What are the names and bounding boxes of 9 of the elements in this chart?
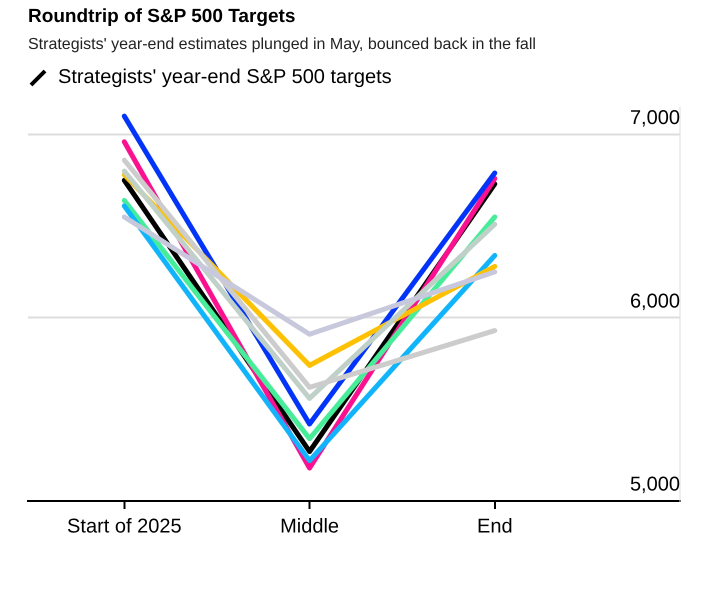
chart-subtitle: Strategists' year-end estimates plunged in May, bounced back in the fall <box>28 36 536 54</box>
x-tick-label: Middle <box>280 516 340 538</box>
chart-title: Roundtrip of S&P 500 Targets <box>28 6 296 28</box>
y-tick-label: 7,000 <box>630 107 680 130</box>
x-tick-label: Start of 2025 <box>67 516 182 538</box>
legend-title: Strategists' year-end S&P 500 targets <box>58 66 392 89</box>
y-tick-label: 6,000 <box>630 290 680 312</box>
y-tick-label: 5,000 <box>630 474 680 496</box>
x-tick-label: End <box>476 516 513 538</box>
